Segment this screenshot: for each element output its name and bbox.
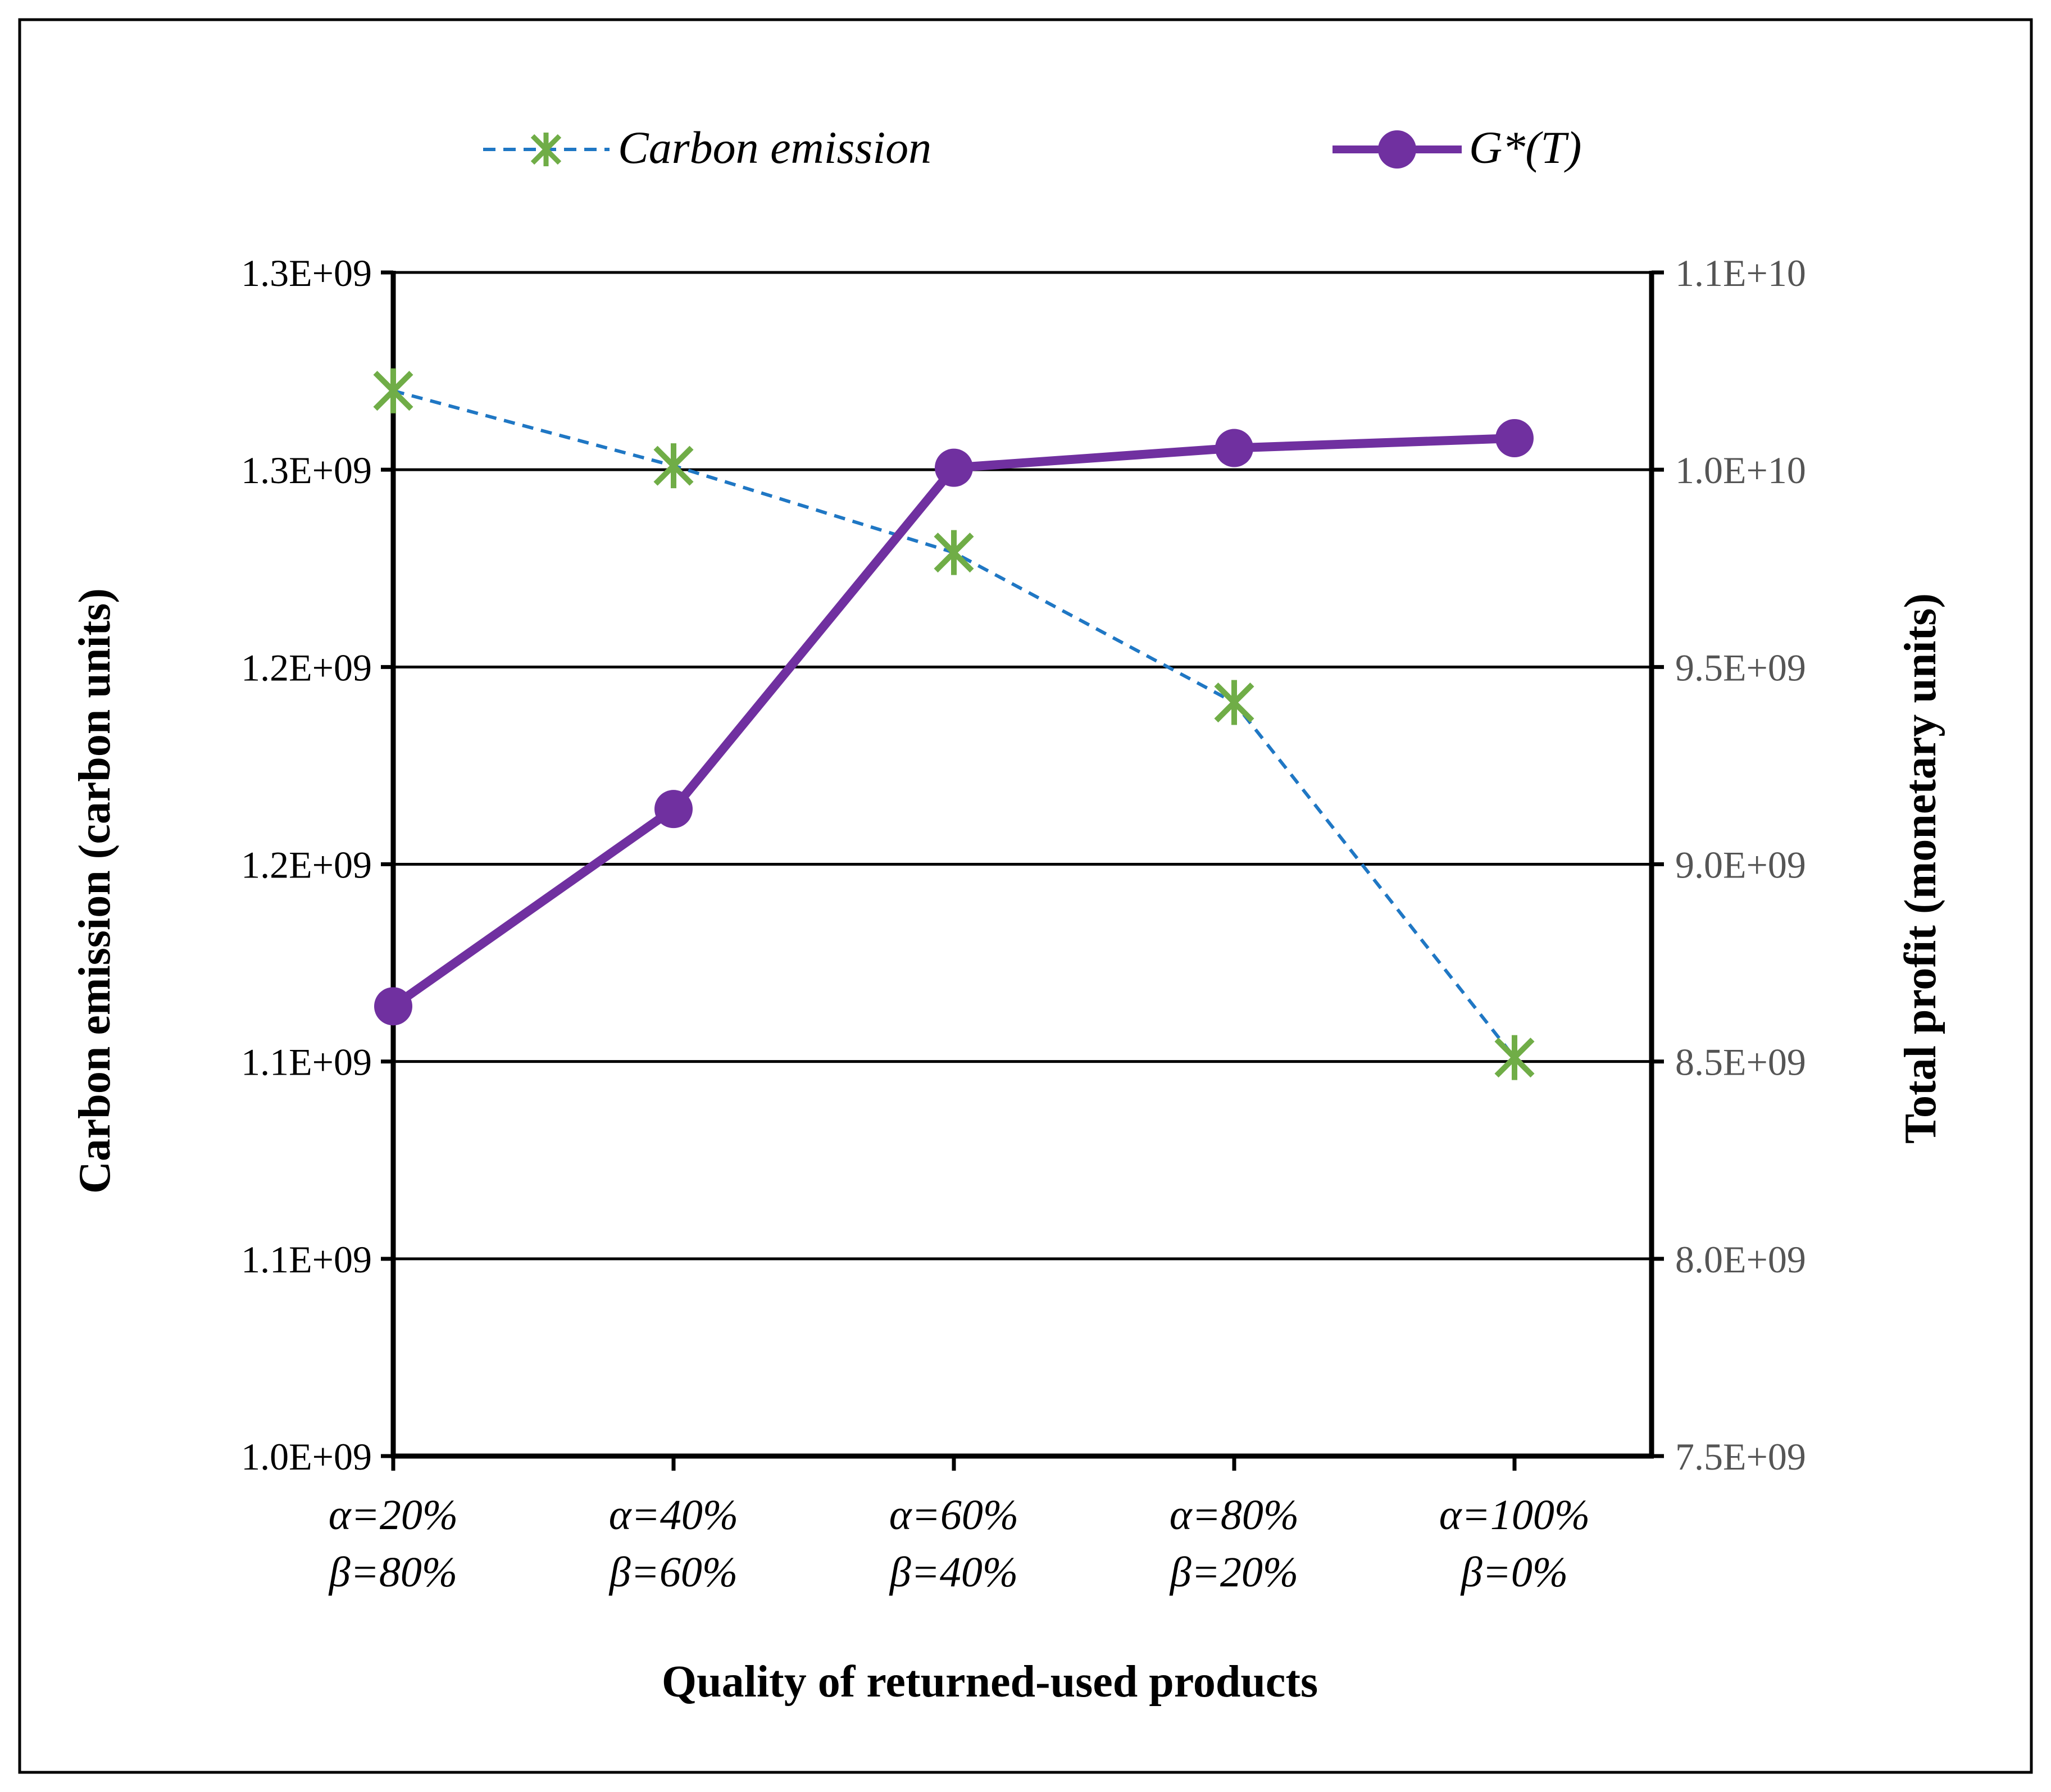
carbon-emission-point [373, 368, 413, 413]
carbon-emission-point [934, 530, 974, 575]
legend-gt-label: G*(T) [1469, 122, 1581, 173]
x-tick-label-beta: β=60% [608, 1549, 738, 1596]
x-tick-label-alpha: α=100% [1439, 1491, 1590, 1539]
x-axis-title: Quality of returned-used products [662, 1657, 1318, 1707]
y-axis-right-title: Total profit (monetary units) [1896, 593, 1945, 1144]
carbon-emission-point [1214, 680, 1254, 725]
gt-point [1215, 429, 1253, 467]
y-left-tick-label: 1.3E+09 [241, 449, 372, 492]
gt-point [1495, 419, 1534, 457]
x-tick-label-beta: β=20% [1169, 1549, 1298, 1596]
carbon-emission-point [653, 443, 694, 489]
legend: Carbon emission G*(T) [483, 122, 1581, 173]
y-right-tick-label: 8.5E+09 [1675, 1041, 1806, 1084]
y-left-tick-label: 1.3E+09 [241, 252, 372, 294]
legend-gt: G*(T) [1333, 122, 1581, 173]
x-tick-label-alpha: α=20% [329, 1491, 458, 1539]
y-left-tick-label: 1.2E+09 [241, 844, 372, 886]
y-right-tick-label: 9.5E+09 [1675, 646, 1806, 689]
y-right-tick-label: 1.1E+10 [1675, 252, 1806, 294]
axes [381, 270, 1664, 1471]
y-right-tick-label: 7.5E+09 [1675, 1435, 1806, 1478]
x-tick-label-alpha: α=40% [609, 1491, 739, 1539]
series [373, 368, 1535, 1080]
y-right-tick-label: 8.0E+09 [1675, 1238, 1806, 1281]
legend-carbon-label: Carbon emission [618, 122, 931, 173]
y-left-tick-label: 1.1E+09 [241, 1041, 372, 1084]
legend-carbon-marker [530, 133, 562, 166]
y-left-tick-label: 1.0E+09 [241, 1435, 372, 1478]
y-left-tick-label: 1.2E+09 [241, 646, 372, 689]
y-right-tick-label: 1.0E+10 [1675, 449, 1806, 492]
legend-gt-marker [1378, 130, 1416, 169]
gt-point [935, 448, 973, 487]
x-tick-label-beta: β=40% [889, 1549, 1018, 1596]
y-right-tick-label: 9.0E+09 [1675, 844, 1806, 886]
carbon-emission-point [1494, 1035, 1535, 1080]
y-left-tick-label: 1.1E+09 [241, 1238, 372, 1281]
tick-labels: 1.0E+09 7.5E+09 1.1E+09 8.0E+09 1.1E+09 8.5E+… [241, 252, 1806, 1596]
y-axis-left-title: Carbon emission (carbon units) [70, 588, 120, 1194]
x-tick-label-beta: β=0% [1460, 1549, 1568, 1596]
gt-point [374, 987, 412, 1026]
figure-border [18, 18, 2033, 1774]
legend-carbon-emission: Carbon emission [483, 122, 931, 173]
x-tick-label-beta: β=80% [328, 1549, 457, 1596]
x-tick-label-alpha: α=80% [1170, 1491, 1299, 1539]
gridlines [393, 271, 1652, 1261]
x-tick-label-alpha: α=60% [889, 1491, 1019, 1539]
gt-point [654, 790, 693, 829]
